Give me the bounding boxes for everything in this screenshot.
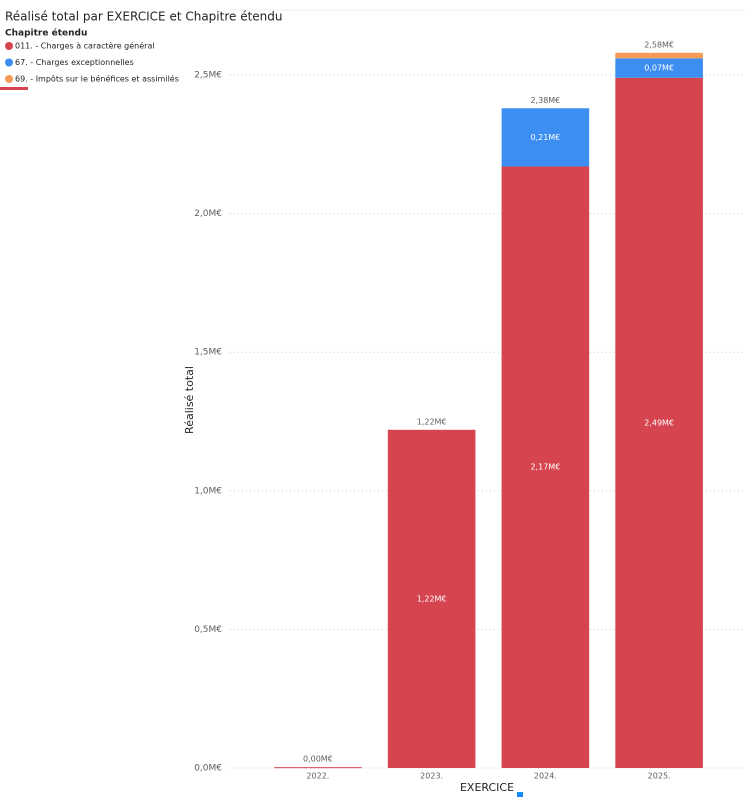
x-tick-label: 2023. <box>420 772 443 781</box>
x-tick-label: 2024. <box>534 772 557 781</box>
data-label: 2,17M€ <box>530 463 560 472</box>
bar-segment <box>615 58 703 78</box>
y-tick-label: 2,0M€ <box>194 209 222 219</box>
legend-marker <box>5 42 13 50</box>
legend-title: Chapitre étendu <box>5 28 87 39</box>
legend-marker <box>5 75 13 83</box>
total-label: 2,58M€ <box>644 40 674 49</box>
y-tick-label: 0,5M€ <box>194 625 222 635</box>
bar-segment <box>274 767 362 769</box>
data-label: 1,22M€ <box>417 594 447 603</box>
bar-segment <box>501 166 590 768</box>
x-tick-label: 2022. <box>306 772 329 781</box>
legend-marker <box>5 58 13 67</box>
legend-label: 67. - Charges exceptionnelles <box>15 58 134 67</box>
legend-label: 69. - Impôts sur le bénéfices et assimil… <box>15 74 179 84</box>
bar-segment <box>501 108 590 167</box>
y-tick-label: 1,5M€ <box>194 348 222 358</box>
x-axis-title: EXERCICE <box>460 781 514 794</box>
total-label: 2,38M€ <box>530 96 560 105</box>
bar-segment <box>615 77 703 769</box>
bar-segment <box>387 429 476 768</box>
y-tick-label: 0,0M€ <box>194 764 222 774</box>
legend-label: 011. - Charges à caractère général <box>15 41 155 51</box>
bar-segment <box>615 52 703 59</box>
y-tick-label: 1,0M€ <box>194 486 222 496</box>
chart-title: Réalisé total par EXERCICE et Chapitre é… <box>5 10 283 24</box>
y-axis-title: Réalisé total <box>183 366 196 434</box>
total-label: 0,00M€ <box>303 755 333 764</box>
data-label: 0,07M€ <box>644 64 674 73</box>
total-label: 1,22M€ <box>417 417 447 426</box>
decoration <box>0 87 28 90</box>
data-label: 0,21M€ <box>530 133 560 142</box>
y-tick-label: 2,5M€ <box>194 71 222 81</box>
decoration <box>517 792 523 797</box>
x-tick-label: 2025. <box>648 772 671 781</box>
data-label: 2,49M€ <box>644 418 674 427</box>
